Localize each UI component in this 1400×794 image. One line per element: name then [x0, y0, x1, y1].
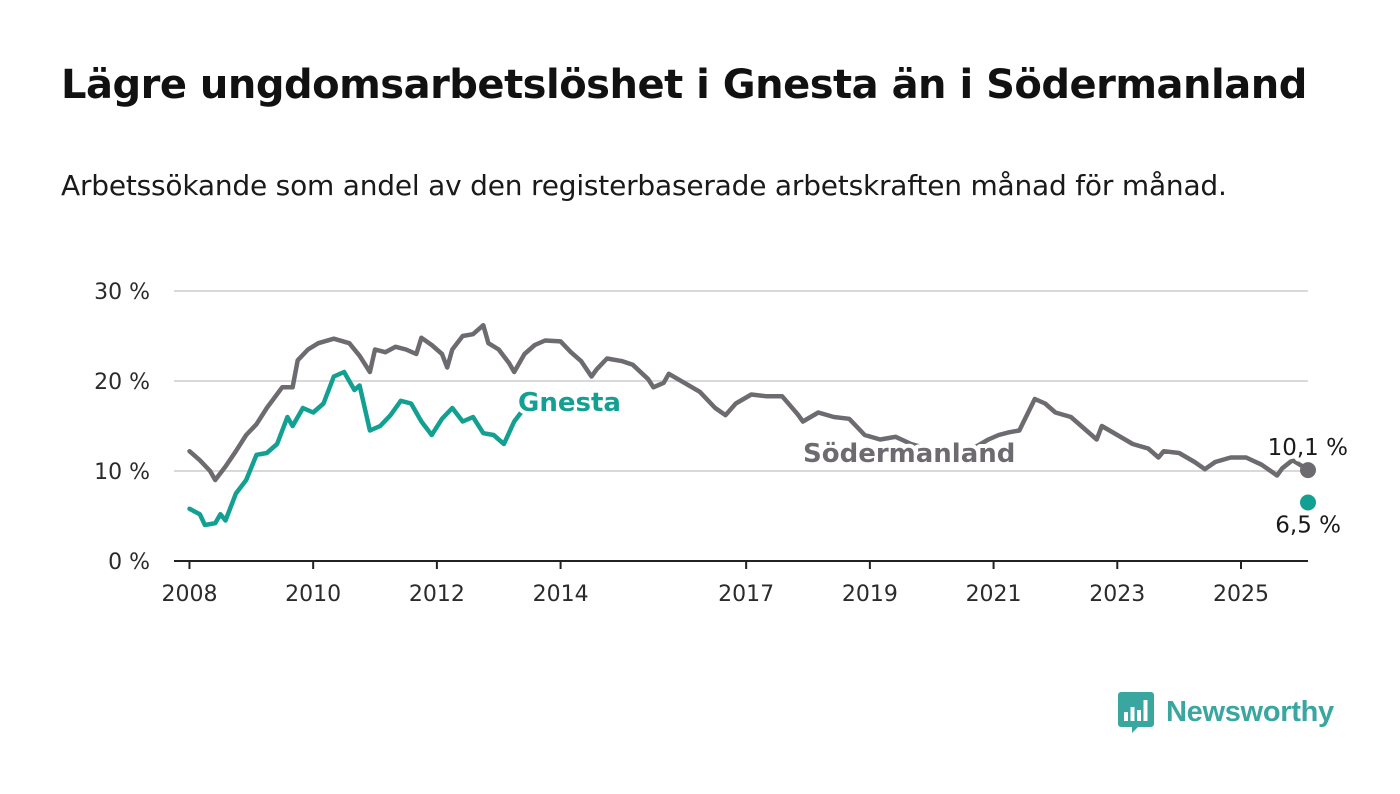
x-tick-label: 2008 — [161, 582, 217, 607]
x-tick-label: 2017 — [718, 582, 774, 607]
y-tick-label: 0 % — [108, 550, 150, 575]
end-value-label-gnesta: 6,5 % — [1275, 513, 1341, 539]
y-tick-label: 30 % — [94, 280, 150, 305]
x-tick-label: 2014 — [533, 582, 589, 607]
series-lines — [187, 322, 1316, 528]
end-marker-gnesta — [1300, 494, 1316, 511]
x-tick-label: 2021 — [966, 582, 1022, 607]
series-line-gnesta — [187, 369, 543, 528]
y-tick-label: 20 % — [94, 370, 150, 395]
y-axis-tick-labels: 0 % 10 % 20 % 30 % — [94, 280, 150, 575]
x-tick-label: 2019 — [842, 582, 898, 607]
y-tick-label: 10 % — [94, 460, 150, 485]
end-value-label-sodermanland: 10,1 % — [1268, 435, 1348, 461]
brand-name: Newsworthy — [1166, 695, 1334, 728]
bar-chart-speech-bubble-icon — [1118, 692, 1154, 733]
x-tick-label: 2023 — [1089, 582, 1145, 607]
series-labels: Gnesta Södermanland 10,1 % 6,5 % — [514, 384, 1352, 543]
newsworthy-logo: Newsworthy — [1118, 690, 1334, 734]
series-label-sodermanland: Södermanland — [803, 439, 1015, 469]
end-marker-sdermanland — [1300, 462, 1316, 479]
chart-title: Lägre ungdomsarbetslöshet i Gnesta än i … — [61, 62, 1307, 108]
chart-subtitle: Arbetssökande som andel av den registerb… — [61, 169, 1227, 202]
series-line-sdermanland — [187, 322, 1311, 483]
x-axis: 2008 2010 2012 2014 2017 2019 2021 2023 2025 — [161, 560, 1308, 607]
grid-lines — [174, 290, 1308, 472]
x-tick-label: 2025 — [1213, 582, 1269, 607]
series-label-gnesta: Gnesta — [518, 388, 621, 418]
x-tick-label: 2010 — [285, 582, 341, 607]
x-tick-label: 2012 — [409, 582, 465, 607]
